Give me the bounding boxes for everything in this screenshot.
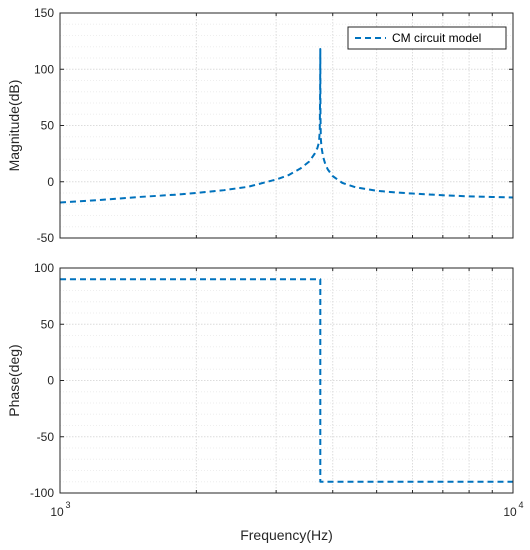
y-tick-label: 150 — [34, 6, 54, 20]
y-tick-label: 0 — [47, 374, 54, 388]
x-tick-label: 10 — [50, 505, 64, 519]
y-axis-label-phase: Phase(deg) — [6, 344, 22, 416]
magnitude-axes: -50 0 50 100 150 Magnitude(dB) CM circuit mode… — [6, 6, 514, 245]
y-tick-label: 0 — [47, 175, 54, 189]
legend: CM circuit model — [347, 26, 507, 50]
y-tick-label: -50 — [37, 231, 55, 245]
x-tick-label-exponent: 4 — [518, 500, 523, 510]
legend-entry-label: CM circuit model — [392, 31, 481, 45]
x-tick-label: 10 — [503, 505, 517, 519]
y-tick-label: 50 — [41, 317, 55, 331]
y-tick-label: 50 — [41, 119, 55, 133]
y-tick-label: 100 — [34, 261, 54, 275]
y-tick-label: 100 — [34, 62, 54, 76]
legend-box — [347, 26, 507, 50]
series-line-cm-circuit-model — [60, 278, 513, 483]
series-line-cm-circuit-model — [59, 48, 514, 204]
y-axis-label-magnitude: Magnitude(dB) — [6, 80, 22, 172]
x-tick-label-exponent: 3 — [65, 500, 70, 510]
y-tick-label: -50 — [37, 430, 55, 444]
y-tick-label: -100 — [30, 486, 54, 500]
x-axis-label: Frequency(Hz) — [240, 527, 333, 543]
